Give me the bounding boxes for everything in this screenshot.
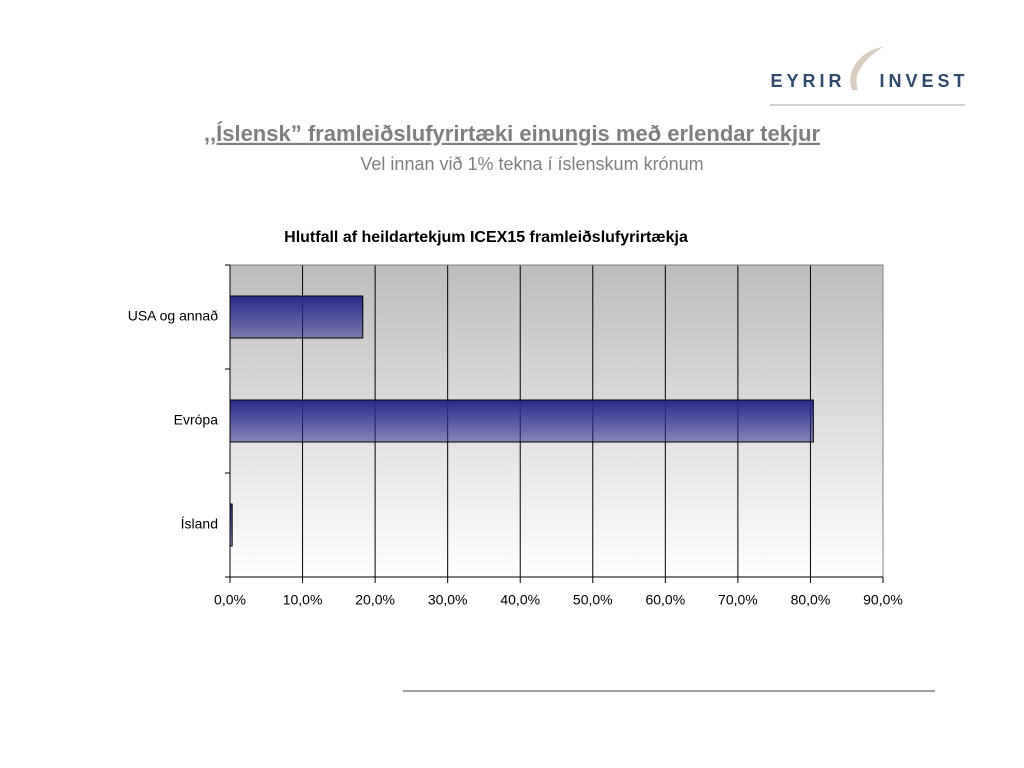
x-tick-label: 80,0%: [791, 592, 831, 608]
x-tick-label: 30,0%: [428, 592, 468, 608]
y-tick-label: USA og annað: [128, 308, 219, 324]
logo-icon: [850, 46, 884, 90]
x-tick-label: 40,0%: [500, 592, 540, 608]
x-tick-label: 20,0%: [355, 592, 395, 608]
logo-text: INVEST: [879, 71, 968, 91]
slide-subtitle: Vel innan við 1% tekna í íslenskum krónu…: [360, 154, 703, 174]
x-tick-label: 90,0%: [863, 592, 903, 608]
slide-title: ,,Íslensk” framleiðslufyrirtæki einungis…: [204, 121, 821, 146]
bar: [229, 399, 814, 443]
bar: [229, 295, 364, 339]
bar: [229, 503, 233, 547]
x-tick-label: 50,0%: [573, 592, 613, 608]
y-tick-label: Evrópa: [174, 412, 219, 428]
x-tick-label: 60,0%: [645, 592, 685, 608]
x-tick-label: 10,0%: [283, 592, 323, 608]
x-tick-label: 70,0%: [718, 592, 758, 608]
x-tick-label: 0,0%: [214, 592, 246, 608]
logo: EYRIR INVEST: [770, 46, 968, 106]
y-tick-label: Ísland: [181, 516, 218, 532]
logo-text: EYRIR: [770, 71, 845, 91]
chart-title: Hlutfall af heildartekjum ICEX15 framlei…: [284, 229, 688, 246]
